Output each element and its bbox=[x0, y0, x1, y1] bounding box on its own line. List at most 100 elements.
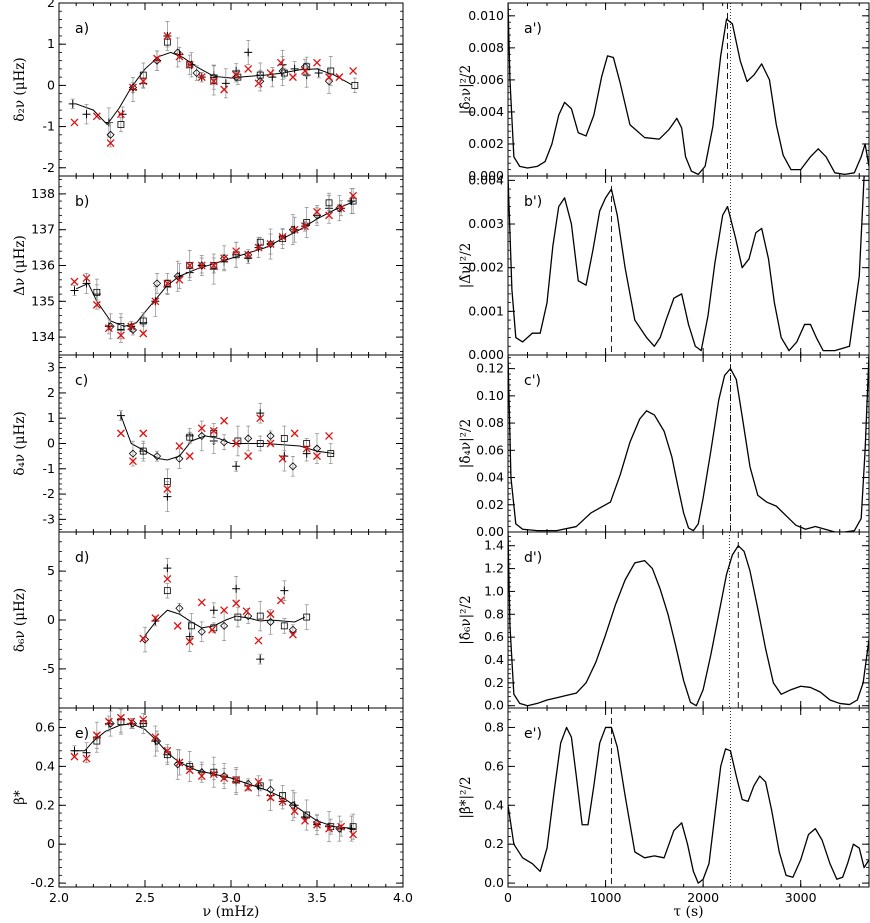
data-point-square bbox=[93, 288, 101, 296]
fit-line bbox=[144, 609, 306, 636]
data-point-cross bbox=[220, 606, 229, 615]
y-tick-label: -1 bbox=[43, 119, 55, 134]
data-point-cross bbox=[175, 442, 184, 450]
data-point-cross bbox=[301, 67, 309, 75]
data-point-cross bbox=[175, 52, 184, 61]
data-point-square bbox=[351, 81, 359, 89]
data-point-square bbox=[327, 450, 335, 458]
y-tick-label: 1 bbox=[47, 36, 55, 51]
data-point-cross bbox=[276, 58, 285, 67]
data-point-cross bbox=[244, 64, 253, 73]
data-point-cross bbox=[163, 574, 172, 583]
data-point-plus bbox=[163, 564, 172, 573]
data-point-cross bbox=[82, 274, 91, 282]
data-point-plus bbox=[185, 632, 194, 641]
data-point-cross bbox=[220, 254, 229, 263]
data-point-square bbox=[279, 792, 287, 799]
data-point-cross bbox=[129, 83, 137, 92]
panel-b: 134 135 136 137 138 b) Δν (μHz) bbox=[12, 175, 404, 356]
data-point-cross bbox=[220, 774, 229, 783]
data-point-square bbox=[186, 61, 194, 69]
data-point-cross bbox=[290, 429, 299, 438]
data-point-diamond bbox=[244, 434, 253, 443]
data-point-cross bbox=[325, 211, 333, 220]
y-tick-label: 0.2 bbox=[484, 675, 504, 690]
data-point-diamond bbox=[128, 325, 138, 335]
data-point-cross bbox=[301, 222, 309, 231]
y-axis-label: |δ̂₂ν|²/2 bbox=[458, 65, 474, 114]
y-tick-label: 2 bbox=[47, 385, 55, 400]
data-point-diamond bbox=[128, 449, 138, 458]
data-point-cross bbox=[254, 777, 263, 786]
y-tick-label: 0.10 bbox=[476, 388, 504, 403]
data-point-square bbox=[280, 435, 288, 442]
data-point-cross bbox=[127, 322, 136, 331]
data-point-cross bbox=[70, 277, 79, 286]
data-point-cross bbox=[209, 261, 218, 270]
panel-a: -2 -1 0 1 2 a) δ₂ν (μHz) bbox=[12, 0, 404, 177]
data-point-cross bbox=[335, 73, 344, 82]
y-tick-label: 1.4 bbox=[484, 538, 504, 553]
y-tick-label: 0.06 bbox=[476, 442, 504, 457]
data-point-cross bbox=[325, 431, 333, 440]
data-point-plus bbox=[244, 48, 253, 57]
data-point-cross bbox=[173, 621, 182, 630]
data-point-plus bbox=[256, 409, 265, 418]
data-point-cross bbox=[175, 758, 184, 767]
data-point-plus bbox=[290, 64, 299, 73]
plot-area bbox=[70, 708, 358, 843]
data-point-diamond bbox=[244, 612, 253, 621]
plot-frame bbox=[507, 2, 870, 177]
data-point-cross bbox=[139, 77, 148, 86]
data-point-cross bbox=[266, 793, 275, 802]
y-tick-label: 0.08 bbox=[476, 415, 504, 430]
data-point-cross bbox=[266, 439, 275, 448]
data-point-diamond bbox=[128, 83, 138, 92]
data-point-square bbox=[327, 67, 335, 75]
data-point-diamond bbox=[152, 56, 162, 65]
panel-label: e) bbox=[75, 726, 89, 742]
data-point-cross bbox=[337, 204, 346, 213]
data-point-cross bbox=[232, 247, 241, 256]
data-point-square bbox=[186, 262, 194, 269]
power-curve bbox=[508, 355, 869, 532]
x-tick-label: 3.0 bbox=[221, 890, 241, 905]
panel-dp: 0.0 0.2 0.4 0.6 0.8 1.0 1.2 1.4 d') |δ̂₆ν|²/2 bbox=[458, 531, 870, 713]
power-curve bbox=[508, 3, 869, 176]
data-point-diamond bbox=[288, 462, 297, 471]
y-tick-label: 0.000 bbox=[468, 168, 504, 183]
data-point-cross bbox=[92, 300, 101, 309]
data-point-cross bbox=[139, 715, 148, 724]
plot-frame bbox=[507, 531, 870, 709]
y-tick-label: 1.0 bbox=[484, 583, 504, 598]
data-point-plus bbox=[209, 606, 218, 615]
panel-label: d') bbox=[524, 550, 542, 566]
data-point-diamond bbox=[266, 785, 275, 794]
data-point-plus bbox=[118, 110, 127, 119]
data-point-cross bbox=[197, 598, 206, 607]
y-tick-label: 0.8 bbox=[484, 606, 504, 621]
data-point-diamond bbox=[173, 48, 182, 57]
data-point-plus bbox=[82, 110, 91, 119]
panel-label: a') bbox=[524, 21, 542, 37]
data-point-square bbox=[210, 77, 218, 84]
data-point-diamond bbox=[197, 261, 206, 270]
y-tick-label: 0.4 bbox=[484, 652, 504, 667]
panel-label: e') bbox=[524, 726, 542, 742]
plot-area bbox=[139, 557, 311, 665]
data-point-cross bbox=[139, 634, 148, 643]
data-point-cross bbox=[185, 452, 194, 461]
y-axis-label: |Δ̂ν|²/2 bbox=[458, 243, 474, 289]
data-point-diamond bbox=[220, 438, 229, 447]
y-axis-label: Δν (μHz) bbox=[12, 235, 28, 295]
data-point-square bbox=[163, 38, 171, 46]
fit-line bbox=[120, 415, 335, 461]
data-point-cross bbox=[232, 439, 241, 448]
data-point-cross bbox=[116, 110, 125, 119]
data-point-cross bbox=[242, 607, 251, 616]
data-point-cross bbox=[313, 820, 321, 829]
panel-c: -3 -2 -1 0 1 2 3 c) δ₄ν (μHz) bbox=[12, 354, 404, 533]
data-point-cross bbox=[129, 457, 137, 466]
panel-label: b) bbox=[75, 194, 89, 210]
